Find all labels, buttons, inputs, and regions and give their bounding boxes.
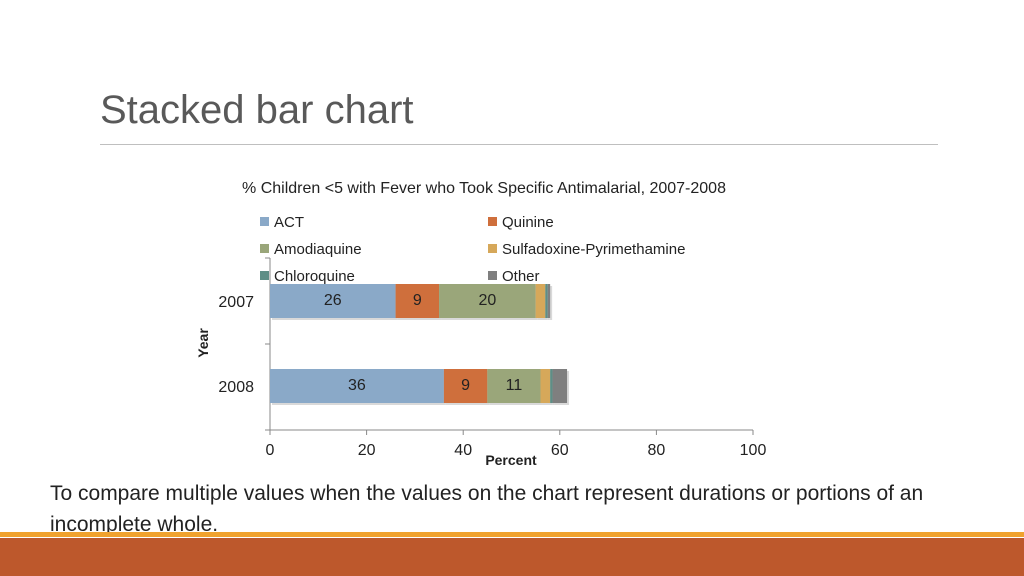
legend-swatch-4 (260, 271, 269, 280)
x-axis-label: Percent (485, 452, 537, 468)
data-label-2008-2: 11 (506, 377, 523, 394)
legend-label-2: Amodiaquine (274, 241, 362, 258)
bar-2007-sulfadoxine-pyrimethamine (535, 284, 546, 318)
data-label-2008-1: 9 (461, 377, 470, 394)
chart-axes: 0 20 40 60 80 100 2007 2008 (218, 257, 767, 459)
legend-swatch-1 (488, 217, 497, 226)
legend-label-0: ACT (274, 214, 304, 231)
x-tick-label-2: 40 (454, 442, 472, 459)
slide-title: Stacked bar chart (100, 88, 414, 132)
legend-label-3: Sulfadoxine-Pyrimethamine (502, 241, 685, 258)
stacked-bar-chart: % Children <5 with Fever who Took Specif… (195, 180, 767, 468)
data-label-2007-0: 26 (324, 292, 342, 309)
chart-legend: ACT Quinine Amodiaquine Sulfadoxine-Pyrimet… (260, 214, 685, 285)
bar-2007-chloroquine (545, 284, 548, 318)
bar-2008-sulfadoxine-pyrimethamine (540, 369, 551, 403)
footer-accent-stripe (0, 532, 1024, 537)
bar-2008-other (552, 369, 568, 403)
x-tick-label-1: 20 (358, 442, 376, 459)
x-tick-label-5: 100 (740, 442, 767, 459)
legend-label-4: Chloroquine (274, 268, 355, 285)
y-axis-label: Year (195, 328, 211, 358)
bar-2007-act (270, 284, 396, 318)
title-divider (100, 144, 938, 145)
x-tick-label-0: 0 (266, 442, 275, 459)
chart-bars: 26 9 20 36 9 11 (270, 284, 570, 405)
legend-swatch-0 (260, 217, 269, 226)
footer-bar (0, 538, 1024, 576)
slide-caption: To compare multiple values when the valu… (50, 482, 924, 536)
legend-swatch-2 (260, 244, 269, 253)
data-label-2008-0: 36 (348, 377, 366, 394)
bar-2007-other (547, 284, 551, 318)
chart-title: % Children <5 with Fever who Took Specif… (242, 180, 726, 197)
bar-2007-amodiaquine (439, 284, 536, 318)
bar-2008-act (270, 369, 444, 403)
data-label-2007-2: 20 (478, 292, 496, 309)
category-label-2008: 2008 (218, 379, 254, 396)
legend-swatch-5 (488, 271, 497, 280)
bar-2008-quinine (443, 369, 488, 403)
x-tick-label-4: 80 (648, 442, 666, 459)
bar-2008-chloroquine (550, 369, 553, 403)
legend-label-1: Quinine (502, 214, 554, 231)
data-label-2007-1: 9 (413, 292, 422, 309)
bar-2007-quinine (395, 284, 440, 318)
bar-shadow-2007-5 (549, 286, 553, 320)
x-tick-label-3: 60 (551, 442, 569, 459)
legend-swatch-3 (488, 244, 497, 253)
category-label-2007: 2007 (218, 294, 254, 311)
bar-2008-amodiaquine (487, 369, 541, 403)
legend-label-5: Other (502, 268, 540, 285)
